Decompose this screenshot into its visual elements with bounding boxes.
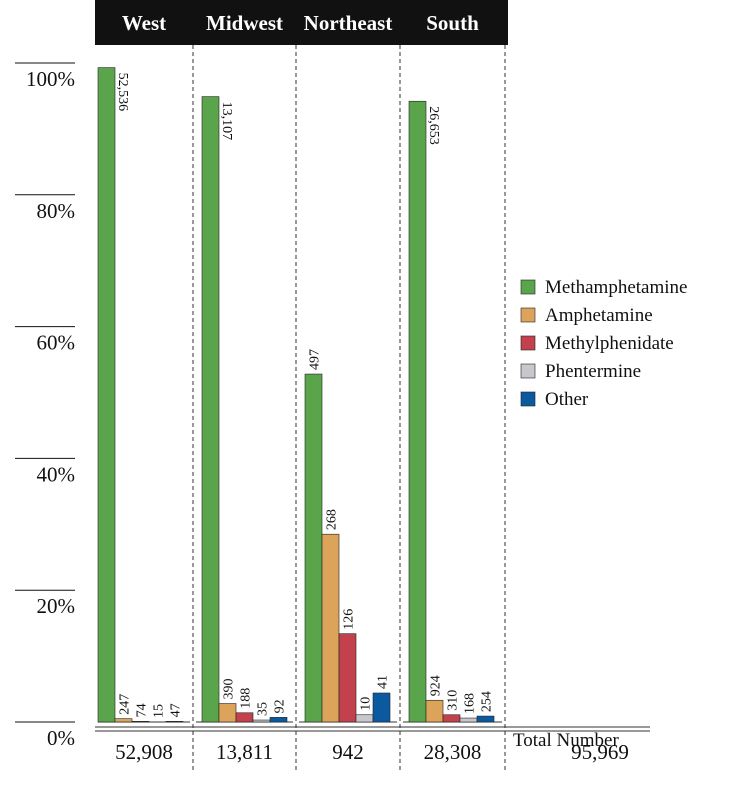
value-label: 390: [222, 679, 237, 700]
grand-total: 95,969: [571, 740, 629, 764]
bar: [338, 633, 357, 723]
y-tick-label: 20%: [37, 594, 76, 618]
value-label: 10: [359, 697, 374, 711]
value-label: 35: [256, 702, 271, 716]
legend-swatch: [520, 335, 536, 351]
bar: [201, 96, 220, 723]
region-header: Midwest: [206, 11, 283, 35]
value-label: 254: [480, 691, 495, 712]
value-label: 188: [239, 688, 254, 709]
value-label: 497: [308, 349, 323, 370]
y-tick-label: 100%: [26, 67, 75, 91]
bar: [459, 717, 478, 723]
value-label: 126: [342, 609, 357, 630]
value-label: 15: [152, 704, 167, 718]
value-label: 310: [446, 690, 461, 711]
bar: [372, 692, 391, 723]
value-label: 74: [135, 703, 150, 717]
total-label: Total Number: [513, 730, 619, 751]
legend-label: Amphetamine: [545, 305, 653, 326]
bar: [131, 721, 150, 723]
value-label: 26,653: [426, 106, 441, 145]
value-label: 168: [463, 693, 478, 714]
legend-label: Methamphetamine: [545, 277, 687, 298]
region-header: Northeast: [304, 11, 393, 35]
column-total: 942: [332, 740, 364, 764]
column-total: 52,908: [115, 740, 173, 764]
legend-label: Methylphenidate: [545, 333, 674, 354]
legend-label: Other: [545, 389, 589, 410]
y-tick-label: 80%: [37, 199, 76, 223]
column-total: 13,811: [216, 740, 273, 764]
y-tick-label: 0%: [47, 726, 75, 750]
bar: [425, 699, 444, 723]
value-label: 247: [118, 694, 133, 715]
bar: [235, 712, 254, 723]
legend-label: Phentermine: [545, 361, 641, 382]
legend-swatch: [520, 363, 536, 379]
value-label: 52,536: [115, 73, 130, 112]
bar: [355, 714, 374, 723]
legend-swatch: [520, 307, 536, 323]
bar: [114, 718, 133, 723]
value-label: 268: [325, 509, 340, 530]
bar: [304, 373, 323, 723]
bar: [252, 719, 271, 723]
region-header: West: [122, 11, 166, 35]
legend-swatch: [520, 391, 536, 407]
y-tick-label: 60%: [37, 331, 76, 355]
value-label: 13,107: [219, 102, 234, 141]
bar: [408, 100, 427, 723]
bar: [476, 715, 495, 723]
bar: [321, 533, 340, 723]
region-header: South: [426, 11, 479, 35]
value-label: 92: [273, 699, 288, 713]
bar: [165, 721, 184, 723]
header-band: [95, 0, 508, 45]
value-label: 924: [429, 675, 444, 696]
value-label: 47: [169, 703, 184, 717]
bar: [218, 703, 237, 723]
bar: [442, 714, 461, 723]
bar: [269, 717, 288, 723]
y-tick-label: 40%: [37, 462, 76, 486]
bar: [97, 67, 116, 723]
value-label: 41: [376, 675, 391, 689]
column-total: 28,308: [424, 740, 482, 764]
legend-swatch: [520, 279, 536, 295]
